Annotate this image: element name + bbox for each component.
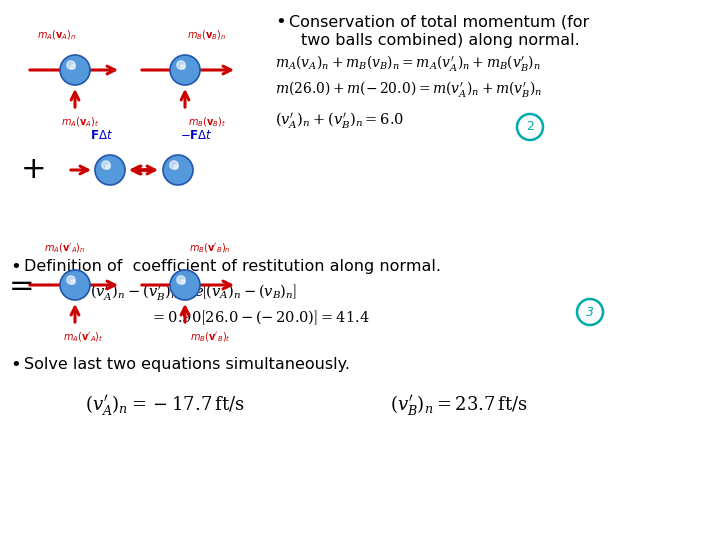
Circle shape (71, 65, 76, 69)
Circle shape (163, 155, 193, 185)
Text: $m_A(v_A)_n + m_B(v_B)_n = m_A(v^{\prime}_A)_n + m_B(v^{\prime}_B)_n$: $m_A(v_A)_n + m_B(v_B)_n = m_A(v^{\prime… (275, 53, 541, 73)
Text: $m_A(\mathbf{v}_A)_t$: $m_A(\mathbf{v}_A)_t$ (60, 115, 99, 129)
Text: two balls combined) along normal.: two balls combined) along normal. (301, 32, 580, 48)
Text: $m_A(\mathbf{v}'_A)_t$: $m_A(\mathbf{v}'_A)_t$ (63, 330, 104, 343)
Text: 3: 3 (586, 306, 594, 319)
Circle shape (106, 165, 110, 169)
Circle shape (170, 270, 200, 300)
Circle shape (95, 155, 125, 185)
Circle shape (60, 270, 90, 300)
Text: $(v^{\prime}_A)_n + (v^{\prime}_B)_n = 6.0$: $(v^{\prime}_A)_n + (v^{\prime}_B)_n = 6… (275, 110, 404, 130)
Text: 2: 2 (526, 120, 534, 133)
Circle shape (181, 280, 185, 284)
Circle shape (174, 165, 179, 169)
Text: $(v^{\prime}_A)_n - (v^{\prime}_B)_n = e\!\left[(v_A)_n - (v_B)_n\right]$: $(v^{\prime}_A)_n - (v^{\prime}_B)_n = e… (90, 282, 297, 302)
Text: $m_B(\mathbf{v}_B)_n$: $m_B(\mathbf{v}_B)_n$ (187, 29, 227, 42)
Text: $(v^{\prime}_A)_n = -17.7\,\mathrm{ft/s}$: $(v^{\prime}_A)_n = -17.7\,\mathrm{ft/s}… (85, 393, 245, 417)
Text: $= 0.90\left[26.0 - (-\,20.0)\right] = 41.4$: $= 0.90\left[26.0 - (-\,20.0)\right] = 4… (150, 309, 369, 327)
Circle shape (170, 55, 200, 85)
Circle shape (170, 161, 179, 169)
Circle shape (60, 55, 90, 85)
Text: Solve last two equations simultaneously.: Solve last two equations simultaneously. (24, 357, 350, 373)
Circle shape (67, 276, 75, 284)
Text: $m_B(\mathbf{v}_B)_t$: $m_B(\mathbf{v}_B)_t$ (188, 115, 226, 129)
Text: Definition of  coefficient of restitution along normal.: Definition of coefficient of restitution… (24, 260, 441, 274)
Text: •: • (10, 356, 21, 374)
Text: $\mathbf{F}\Delta t$: $\mathbf{F}\Delta t$ (91, 129, 114, 142)
Text: $=$: $=$ (3, 271, 33, 300)
Circle shape (181, 65, 185, 69)
Text: $-\mathbf{F}\Delta t$: $-\mathbf{F}\Delta t$ (179, 129, 212, 142)
Text: $+$: $+$ (20, 156, 44, 185)
Text: $m_A(\mathbf{v}_A)_n$: $m_A(\mathbf{v}_A)_n$ (37, 29, 77, 42)
Text: •: • (10, 258, 21, 276)
Text: Conservation of total momentum (for: Conservation of total momentum (for (289, 15, 589, 30)
Text: $m_B(\mathbf{v}'_B)_n$: $m_B(\mathbf{v}'_B)_n$ (189, 241, 231, 255)
Circle shape (177, 276, 185, 284)
Text: •: • (275, 13, 286, 31)
Text: $(v^{\prime}_B)_n = 23.7\,\mathrm{ft/s}$: $(v^{\prime}_B)_n = 23.7\,\mathrm{ft/s}$ (390, 393, 528, 417)
Circle shape (177, 61, 185, 69)
Circle shape (67, 61, 75, 69)
Text: $m(26.0) + m(-\,20.0) = m(v^{\prime}_A)_n + m(v^{\prime}_B)_n$: $m(26.0) + m(-\,20.0) = m(v^{\prime}_A)_… (275, 79, 542, 99)
Text: $m_A(\mathbf{v}'_A)_n$: $m_A(\mathbf{v}'_A)_n$ (44, 241, 86, 255)
Circle shape (102, 161, 110, 169)
Text: $m_B(\mathbf{v}'_B)_t$: $m_B(\mathbf{v}'_B)_t$ (189, 330, 230, 343)
Circle shape (71, 280, 76, 284)
